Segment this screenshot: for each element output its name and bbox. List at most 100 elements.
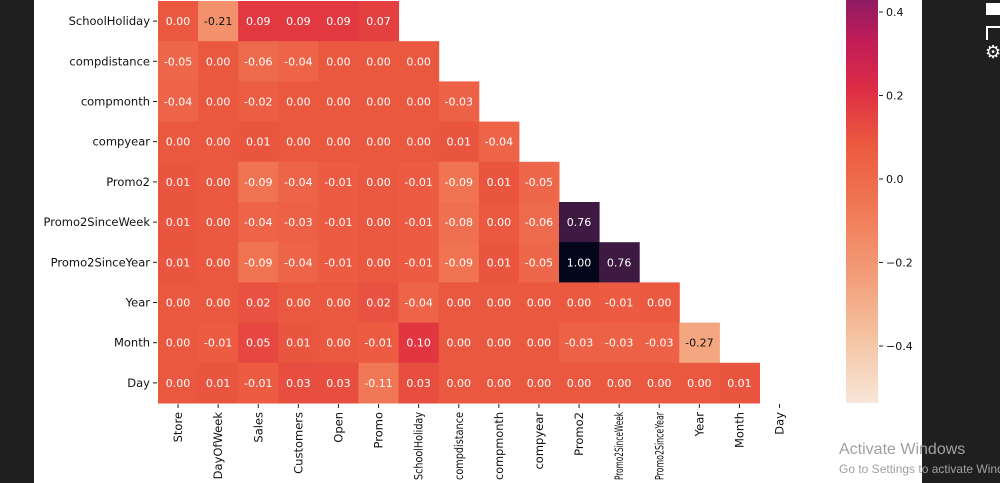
y-tick-label: Day xyxy=(127,376,150,390)
cell-annotation: 0.00 xyxy=(607,377,632,390)
heatmap-cell xyxy=(518,202,560,243)
cell-annotation: -0.04 xyxy=(164,96,192,109)
cell-annotation: 0.03 xyxy=(286,377,311,390)
cell-annotation: -0.04 xyxy=(485,136,513,149)
cell-annotation: 0.00 xyxy=(326,136,351,149)
heatmap-cell xyxy=(358,282,400,324)
heatmap-cell xyxy=(358,362,400,404)
cell-annotation: -0.27 xyxy=(685,337,713,350)
heatmap-cell xyxy=(278,41,319,82)
x-tick-label: SchoolHoliday xyxy=(412,412,426,480)
heatmap-cell xyxy=(158,282,199,324)
heatmap-cell xyxy=(238,41,279,82)
cell-annotation: -0.01 xyxy=(324,176,352,189)
cell-annotation: 0.00 xyxy=(447,297,472,310)
y-tick-label: SchoolHoliday xyxy=(69,14,151,28)
heatmap-cell xyxy=(478,362,520,404)
cell-annotation: -0.11 xyxy=(364,377,392,390)
heatmap-cell xyxy=(559,362,600,404)
heatmap-cell xyxy=(398,242,440,283)
cell-annotation: -0.03 xyxy=(284,216,312,229)
heatmap-cell xyxy=(238,322,279,364)
x-tick-label: Open xyxy=(331,412,345,443)
heatmap-cell xyxy=(318,1,359,42)
cell-annotation: 0.00 xyxy=(366,96,391,109)
heatmap-cell xyxy=(639,322,680,364)
cell-annotation: -0.09 xyxy=(445,176,473,189)
cell-annotation: -0.04 xyxy=(284,55,312,68)
heatmap-cell xyxy=(198,161,239,203)
heatmap-cell xyxy=(639,362,680,404)
x-tick-label: DayOfWeek xyxy=(211,412,225,480)
heatmap-cell xyxy=(318,81,359,123)
heatmap-cell xyxy=(198,242,239,283)
cell-annotation: 0.00 xyxy=(406,136,431,149)
cell-annotation: 0.09 xyxy=(326,15,351,28)
heatmap-cell xyxy=(238,121,279,163)
cell-annotation: 0.00 xyxy=(447,337,472,350)
heatmap-cell xyxy=(158,121,199,163)
heatmap-cell xyxy=(478,242,520,283)
heatmap-cell xyxy=(278,242,319,283)
heatmap-cell xyxy=(238,282,279,324)
heatmap-cell xyxy=(599,362,640,404)
cell-annotation: -0.03 xyxy=(605,337,633,350)
y-tick-label: Promo2SinceWeek xyxy=(44,215,151,229)
cell-annotation: 0.09 xyxy=(286,15,311,28)
cell-annotation: 0.10 xyxy=(406,337,431,350)
cell-annotation: 0.01 xyxy=(447,136,472,149)
cell-annotation: -0.01 xyxy=(324,216,352,229)
heatmap-cell xyxy=(158,161,199,203)
y-tick-label: Promo2 xyxy=(106,175,150,189)
cell-annotation: -0.04 xyxy=(284,176,312,189)
cell-annotation: 0.00 xyxy=(166,297,191,310)
heatmap-cell xyxy=(198,81,239,123)
heatmap-cell xyxy=(358,242,400,283)
heatmap-cell xyxy=(438,242,480,283)
heatmap-cell xyxy=(559,282,600,324)
cell-annotation: 0.00 xyxy=(487,377,512,390)
restore-icon[interactable] xyxy=(986,26,1000,40)
heatmap-cell xyxy=(238,81,279,123)
cell-annotation: 0.00 xyxy=(166,136,191,149)
cell-annotation: -0.06 xyxy=(525,216,553,229)
cell-annotation: -0.09 xyxy=(445,256,473,269)
cell-annotation: 0.76 xyxy=(567,216,592,229)
heatmap-cell xyxy=(318,362,359,404)
heatmap-cell xyxy=(318,322,359,364)
heatmap-cell xyxy=(398,41,440,82)
gear-icon[interactable]: ⚙ xyxy=(985,42,1000,63)
heatmap-cell xyxy=(438,282,480,324)
heatmap-cell xyxy=(478,161,520,203)
cell-annotation: 0.00 xyxy=(406,96,431,109)
heatmap-cell xyxy=(438,362,480,404)
cell-annotation: 0.02 xyxy=(246,297,271,310)
colorbar-tick-label: 0.4 xyxy=(886,6,904,19)
cell-annotation: -0.03 xyxy=(565,337,593,350)
cell-annotation: 0.01 xyxy=(286,337,311,350)
cell-annotation: -0.09 xyxy=(244,256,272,269)
cell-annotation: 0.01 xyxy=(727,377,752,390)
cell-annotation: -0.05 xyxy=(525,176,553,189)
cell-annotation: 0.00 xyxy=(166,377,191,390)
heatmap-cell xyxy=(518,362,560,404)
heatmap-cell xyxy=(278,161,319,203)
heatmap-cell xyxy=(398,362,440,404)
cell-annotation: 0.00 xyxy=(647,377,672,390)
x-tick-label: compmonth xyxy=(492,412,506,480)
cell-annotation: 0.00 xyxy=(286,297,311,310)
heatmap-cell xyxy=(438,121,480,163)
window-icon[interactable] xyxy=(986,3,1000,15)
heatmap-cell xyxy=(438,322,480,364)
y-tick-label: compdistance xyxy=(69,54,150,68)
x-tick-label: Promo2SinceYear xyxy=(652,412,666,480)
heatmap-cell xyxy=(318,161,359,203)
heatmap-cell xyxy=(238,161,279,203)
heatmap-cell xyxy=(358,81,400,123)
cell-annotation: 0.00 xyxy=(447,377,472,390)
cell-annotation: 0.00 xyxy=(527,377,552,390)
cell-annotation: 0.00 xyxy=(487,337,512,350)
cell-annotation: -0.01 xyxy=(244,377,272,390)
cell-annotation: 0.01 xyxy=(487,176,512,189)
cell-annotation: 0.00 xyxy=(366,136,391,149)
